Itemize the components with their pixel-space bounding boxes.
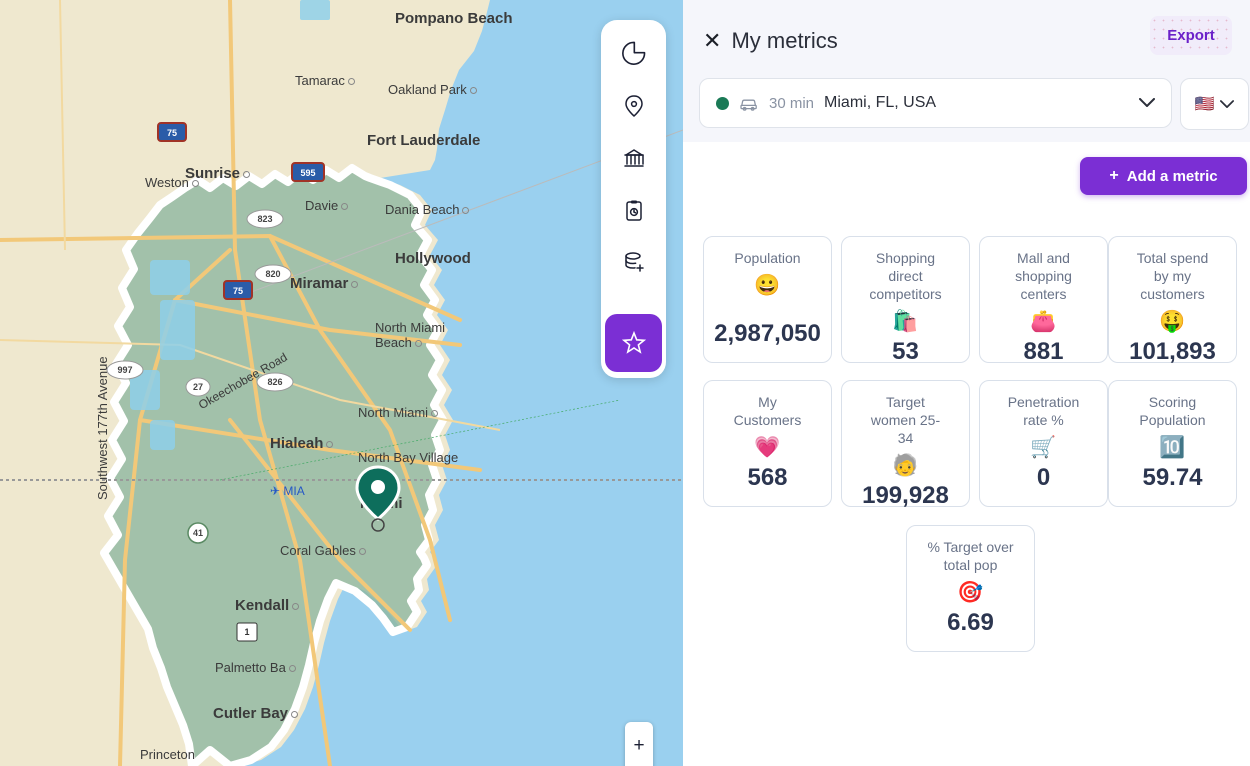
- svg-text:997: 997: [117, 365, 132, 375]
- svg-text:1: 1: [244, 627, 249, 637]
- svg-text:75: 75: [167, 128, 177, 138]
- svg-text:595: 595: [300, 168, 315, 178]
- svg-text:823: 823: [257, 214, 272, 224]
- svg-text:826: 826: [267, 377, 282, 387]
- svg-text:41: 41: [193, 528, 203, 538]
- svg-text:27: 27: [193, 382, 203, 392]
- svg-text:820: 820: [265, 269, 280, 279]
- svg-text:75: 75: [233, 286, 243, 296]
